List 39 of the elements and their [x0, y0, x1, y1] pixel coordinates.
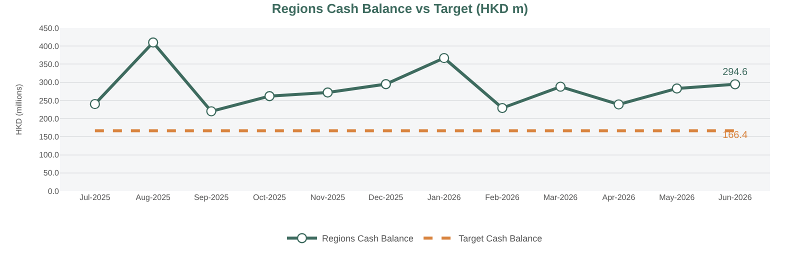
point — [672, 83, 682, 94]
x-tick-label: Jul-2025 — [80, 193, 111, 202]
legend-label: Target Cash Balance — [458, 234, 542, 244]
point — [555, 82, 566, 92]
point — [614, 99, 624, 110]
legend-label: Regions Cash Balance — [322, 234, 414, 244]
x-tick-label: Mar-2026 — [543, 193, 578, 202]
point — [730, 79, 740, 90]
chart-title: Regions Cash Balance vs Target (HKD m) — [272, 1, 528, 16]
point — [90, 98, 100, 110]
x-tick-label: Feb-2026 — [485, 193, 520, 202]
x-tick-label: Sep-2025 — [194, 193, 230, 202]
point — [322, 87, 333, 98]
point — [497, 102, 508, 114]
y-tick-label: 350.0 — [38, 60, 60, 70]
point — [264, 91, 275, 102]
y-tick-label: 200.0 — [38, 114, 60, 124]
y-axis-title: HKD (millions) — [14, 84, 24, 136]
x-tick-label: Jan-2026 — [427, 193, 462, 202]
y-tick-label: 300.0 — [38, 78, 60, 88]
x-tick-label: Oct-2025 — [253, 193, 287, 202]
x-tick-label: Apr-2026 — [602, 193, 636, 202]
y-tick-label: 150.0 — [38, 132, 60, 142]
point — [206, 106, 216, 116]
y-tick-label: 50.0 — [43, 168, 60, 178]
data-label: 294.6 — [722, 67, 748, 78]
x-tick-label: Nov-2025 — [310, 193, 346, 202]
point — [148, 37, 158, 48]
x-tick-label: Jun-2026 — [718, 193, 752, 202]
x-tick-label: Dec-2025 — [368, 193, 404, 202]
x-tick-label: May-2026 — [659, 193, 696, 202]
x-tick-label: Aug-2025 — [136, 193, 172, 202]
point — [380, 79, 391, 90]
y-tick-label: 450.0 — [38, 24, 60, 33]
y-tick-label: 100.0 — [38, 150, 60, 160]
y-tick-label: 250.0 — [38, 96, 60, 106]
y-tick-label: 0.0 — [48, 186, 60, 196]
point — [439, 52, 450, 64]
y-tick-label: 400.0 — [38, 42, 60, 51]
